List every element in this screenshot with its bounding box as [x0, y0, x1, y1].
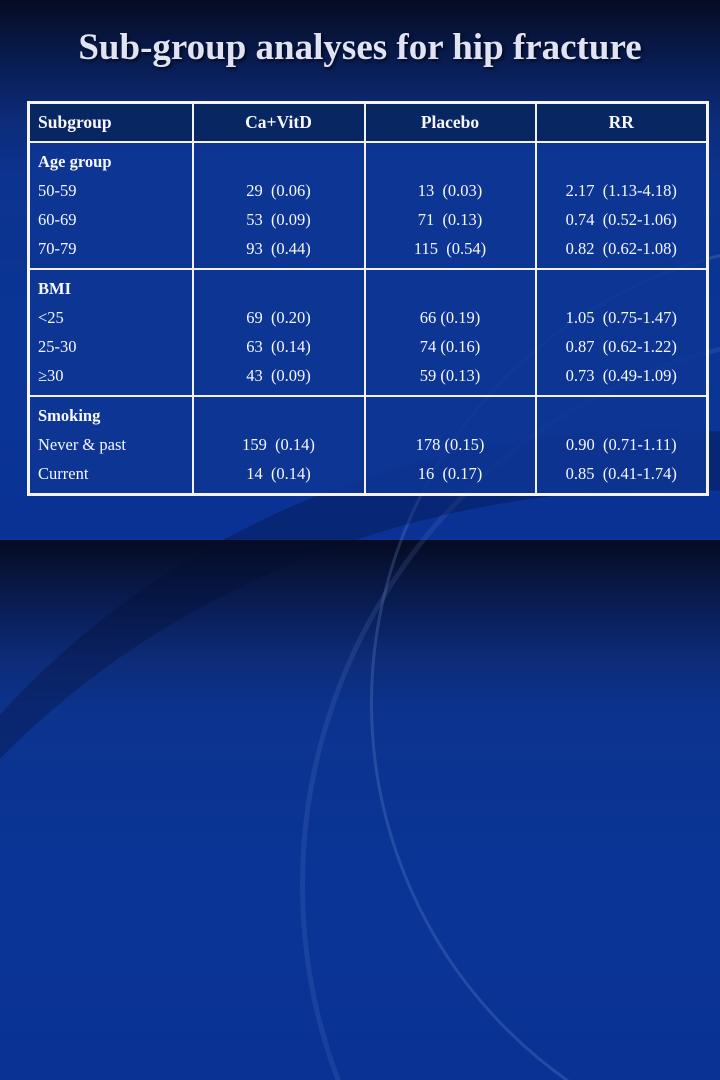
column-header-subgroup: Subgroup: [27, 101, 194, 143]
value-current-rr: 0.85 (0.41-1.74): [565, 464, 677, 483]
value-30-plus-ca-vitd: 43 (0.09): [246, 366, 311, 385]
spacer-line: [202, 147, 356, 176]
spacer-line: [374, 147, 527, 176]
value-60-69-placebo: 71 (0.13): [417, 210, 483, 229]
cell-age-rr: 2.17 (1.13-4.18) 0.74 (0.52-1.06) 0.82 (…: [534, 141, 709, 270]
spacer-line: [545, 274, 699, 303]
value-50-59-ca-vitd: 29 (0.06): [246, 181, 311, 200]
row-label-50-59: 50-59: [38, 181, 77, 200]
value-current-placebo: 16 (0.17): [417, 464, 483, 483]
value-25-30-ca-vitd: 63 (0.14): [246, 337, 311, 356]
column-header-placebo: Placebo: [363, 101, 537, 143]
cell-bmi-placebo: 66 (0.19) 74 (0.16) 59 (0.13): [363, 268, 537, 397]
cell-age-labels: Age group 50-59 60-69 70-79: [27, 141, 194, 270]
row-label-60-69: 60-69: [38, 210, 77, 229]
value-never-past-ca-vitd: 159 (0.14): [242, 435, 315, 454]
value-50-59-rr: 2.17 (1.13-4.18): [565, 181, 677, 200]
cell-smoking-placebo: 178 (0.15) 16 (0.17): [363, 395, 537, 496]
value-25-30-rr: 0.87 (0.62-1.22): [565, 337, 677, 356]
row-label-30-plus: ≥30: [38, 366, 64, 385]
cell-age-placebo: 13 (0.03) 71 (0.13) 115 (0.54): [363, 141, 537, 270]
row-label-70-79: 70-79: [38, 239, 77, 258]
cell-age-ca-vitd: 29 (0.06) 53 (0.09) 93 (0.44): [191, 141, 366, 270]
cell-bmi-ca-vitd: 69 (0.20) 63 (0.14) 43 (0.09): [191, 268, 366, 397]
spacer-line: [202, 401, 356, 430]
value-under-25-placebo: 66 (0.19): [419, 308, 481, 327]
value-70-79-placebo: 115 (0.54): [413, 239, 487, 258]
table-header-row: Subgroup Ca+VitD Placebo RR: [27, 101, 709, 143]
value-under-25-ca-vitd: 69 (0.20): [246, 308, 311, 327]
column-header-ca-vitd: Ca+VitD: [191, 101, 366, 143]
value-30-plus-rr: 0.73 (0.49-1.09): [565, 366, 677, 385]
value-70-79-rr: 0.82 (0.62-1.08): [565, 239, 677, 258]
column-header-rr: RR: [534, 101, 709, 143]
value-30-plus-placebo: 59 (0.13): [419, 366, 481, 385]
cell-bmi-rr: 1.05 (0.75-1.47) 0.87 (0.62-1.22) 0.73 (…: [534, 268, 709, 397]
value-under-25-rr: 1.05 (0.75-1.47): [565, 308, 677, 327]
row-label-current: Current: [38, 464, 89, 483]
cell-smoking-rr: 0.90 (0.71-1.11) 0.85 (0.41-1.74): [534, 395, 709, 496]
spacer-line: [374, 274, 527, 303]
cell-smoking-labels: Smoking Never & past Current: [27, 395, 194, 496]
cell-bmi-labels: BMI <25 25-30 ≥30: [27, 268, 194, 397]
spacer-line: [202, 274, 356, 303]
row-label-25-30: 25-30: [38, 337, 77, 356]
table-row-bmi: BMI <25 25-30 ≥30 69 (0.20) 63 (0.14) 43…: [27, 268, 709, 397]
spacer-line: [374, 401, 527, 430]
value-never-past-placebo: 178 (0.15): [415, 435, 485, 454]
value-70-79-ca-vitd: 93 (0.44): [246, 239, 311, 258]
spacer-line: [545, 147, 699, 176]
table-row-age-group: Age group 50-59 60-69 70-79 29 (0.06) 53…: [27, 141, 709, 270]
value-never-past-rr: 0.90 (0.71-1.11): [565, 435, 677, 454]
row-label-never-past: Never & past: [38, 435, 126, 454]
value-60-69-rr: 0.74 (0.52-1.06): [565, 210, 677, 229]
page-title: Sub-group analyses for hip fracture: [78, 27, 642, 68]
subgroup-analysis-table: Subgroup Ca+VitD Placebo RR Age group 50…: [27, 101, 709, 496]
value-60-69-ca-vitd: 53 (0.09): [246, 210, 311, 229]
table-row-smoking: Smoking Never & past Current 159 (0.14) …: [27, 395, 709, 496]
value-current-ca-vitd: 14 (0.14): [246, 464, 311, 483]
value-25-30-placebo: 74 (0.16): [419, 337, 481, 356]
section-label-bmi: BMI: [38, 279, 71, 298]
section-label-smoking: Smoking: [38, 406, 101, 425]
row-label-under-25: <25: [38, 308, 64, 327]
cell-smoking-ca-vitd: 159 (0.14) 14 (0.14): [191, 395, 366, 496]
spacer-line: [545, 401, 699, 430]
value-50-59-placebo: 13 (0.03): [417, 181, 483, 200]
section-label-age-group: Age group: [38, 152, 112, 171]
